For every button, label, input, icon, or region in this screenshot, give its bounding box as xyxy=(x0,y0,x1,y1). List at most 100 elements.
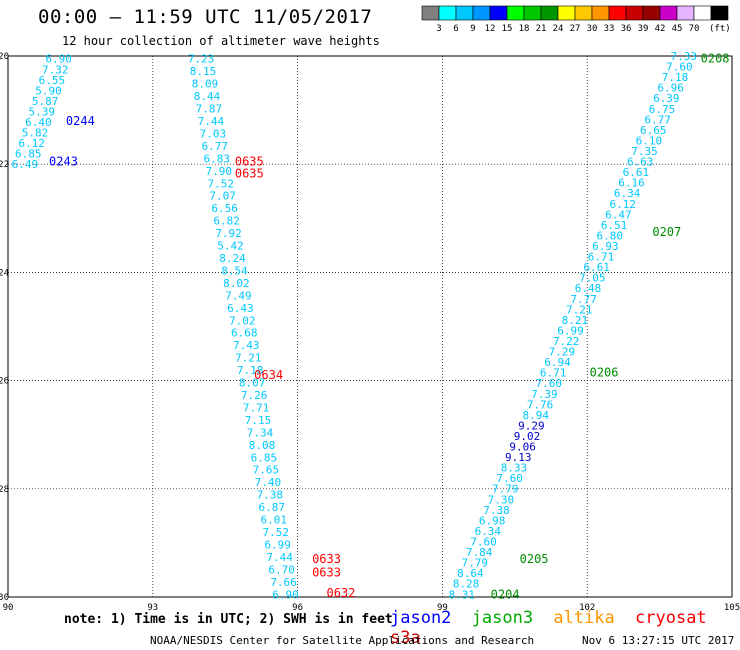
legend: jason2 jason3 altika cryosat s3a xyxy=(390,608,740,648)
wave-height-value: 6.70 xyxy=(268,563,295,576)
colorbar-label: 45 xyxy=(672,24,683,34)
x-tick-label: 93 xyxy=(147,603,158,613)
pass-label: 0635 xyxy=(235,166,264,180)
wave-height-value: 6.98 xyxy=(479,514,506,527)
wave-height-value: 7.92 xyxy=(215,227,242,240)
x-tick-label: 102 xyxy=(579,603,595,613)
y-tick-label: -24 xyxy=(0,268,9,278)
wave-height-value: 7.26 xyxy=(241,389,268,402)
plot-border xyxy=(7,55,733,598)
wave-height-value: 6.10 xyxy=(636,134,663,147)
wave-height-value: 7.90 xyxy=(205,165,232,178)
wave-height-value: 6.71 xyxy=(588,251,615,264)
y-tick-label: -28 xyxy=(0,485,9,495)
wave-height-value: 6.77 xyxy=(202,140,229,153)
legend-jason3: jason3 xyxy=(471,608,534,628)
wave-height-value: 7.52 xyxy=(207,177,234,190)
wave-height-value: 7.05 xyxy=(579,272,606,285)
pass-label: 0635 xyxy=(235,154,264,168)
pass-label: 0205 xyxy=(520,552,549,566)
wave-height-value: 7.71 xyxy=(243,401,270,414)
wave-height-value: 7.29 xyxy=(549,346,576,359)
wave-height-value: 8.07 xyxy=(239,377,266,390)
colorbar-label: 3 xyxy=(436,24,441,34)
wave-height-value: 7.44 xyxy=(266,551,293,564)
wave-height-value: 6.85 xyxy=(15,148,42,161)
wave-height-value: 8.08 xyxy=(249,439,276,452)
wave-height-value: 7.65 xyxy=(253,464,280,477)
wave-height-value: 9.06 xyxy=(509,441,536,454)
wave-height-value: 7.52 xyxy=(262,526,289,539)
legend-altika: altika xyxy=(553,608,615,628)
wave-height-value: 7.38 xyxy=(483,504,510,517)
wave-height-value: 7.60 xyxy=(536,377,563,390)
wave-height-value: 7.07 xyxy=(209,190,236,203)
wave-height-value: 8.09 xyxy=(192,78,219,91)
x-tick-label: 90 xyxy=(3,603,14,613)
wave-height-value: 7.21 xyxy=(566,303,593,316)
colorbar: 3 6 9 12 15 18 21 24 27 30 33 36 39 42 45 70 (ft) xyxy=(421,5,731,34)
wave-height-value: 6.93 xyxy=(592,240,619,253)
colorbar-swatch xyxy=(710,5,729,21)
wave-height-value: 6.99 xyxy=(264,538,291,551)
wave-height-value: 7.60 xyxy=(666,61,693,74)
wave-height-value: 8.33 xyxy=(501,462,528,475)
wave-height-value: 7.32 xyxy=(42,63,69,76)
pass-label: 0208 xyxy=(701,52,730,66)
pass-label: 0633 xyxy=(312,552,341,566)
wave-height-value: 7.38 xyxy=(257,489,284,502)
wave-height-value: 7.84 xyxy=(466,546,493,559)
x-tick-label: 99 xyxy=(437,603,448,613)
wave-height-value: 7.44 xyxy=(198,115,225,128)
colorbar-label: 42 xyxy=(655,24,666,34)
y-tick-label: -20 xyxy=(0,52,9,62)
y-tick-label: -26 xyxy=(0,377,9,387)
wave-height-value: 7.34 xyxy=(247,426,274,439)
wave-height-value: 7.33 xyxy=(670,50,697,63)
colorbar-label: 6 xyxy=(453,24,458,34)
colorbar-label: 15 xyxy=(502,24,513,34)
wave-height-value: 6.12 xyxy=(610,198,637,211)
colorbar-label: 33 xyxy=(604,24,615,34)
wave-height-value: 8.64 xyxy=(457,567,484,580)
colorbar-label: 24 xyxy=(553,24,564,34)
wave-height-value: 7.40 xyxy=(255,476,282,489)
wave-height-value: 7.49 xyxy=(225,289,252,302)
wave-height-value: 6.39 xyxy=(653,92,680,105)
colorbar-label: 39 xyxy=(638,24,649,34)
x-tick-label: 105 xyxy=(724,603,740,613)
legend-cryosat: cryosat xyxy=(635,608,707,628)
wave-height-value: 6.16 xyxy=(618,177,645,190)
wave-height-value: 8.31 xyxy=(448,588,475,601)
colorbar-label: 12 xyxy=(485,24,496,34)
colorbar-label: 30 xyxy=(587,24,598,34)
pass-label: 0634 xyxy=(254,368,283,382)
wave-height-value: 6.01 xyxy=(260,514,287,527)
pass-label: 0244 xyxy=(66,114,95,128)
wave-height-value: 6.94 xyxy=(544,356,571,369)
wave-height-value: 6.83 xyxy=(204,152,231,165)
legend-s3a: s3a xyxy=(390,628,421,648)
wave-height-value: 7.03 xyxy=(200,127,227,140)
wave-height-value: 6.96 xyxy=(657,82,684,95)
wave-height-value: 7.87 xyxy=(196,103,223,116)
pass-label: 0207 xyxy=(652,225,681,239)
wave-height-value: 7.18 xyxy=(237,364,264,377)
wave-height-value: 8.28 xyxy=(453,578,480,591)
wave-height-value: 5.87 xyxy=(32,95,59,108)
wave-height-value: 9.29 xyxy=(518,419,545,432)
wave-height-value: 6.71 xyxy=(540,367,567,380)
legend-jason2: jason2 xyxy=(390,608,452,628)
wave-height-value: 7.79 xyxy=(462,557,489,570)
wave-height-value: 6.85 xyxy=(251,451,278,464)
chart-subtitle: 12 hour collection of altimeter wave hei… xyxy=(62,34,380,48)
wave-height-value: 8.94 xyxy=(522,409,549,422)
wave-height-value: 6.51 xyxy=(601,219,628,232)
wave-height-value: 6.55 xyxy=(39,74,66,87)
wave-height-value: 5.90 xyxy=(35,84,62,97)
wave-height-value: 6.47 xyxy=(605,208,632,221)
wave-height-value: 6.40 xyxy=(25,116,52,129)
wave-height-value: 6.43 xyxy=(227,302,254,315)
wave-height-value: 6.34 xyxy=(614,187,641,200)
